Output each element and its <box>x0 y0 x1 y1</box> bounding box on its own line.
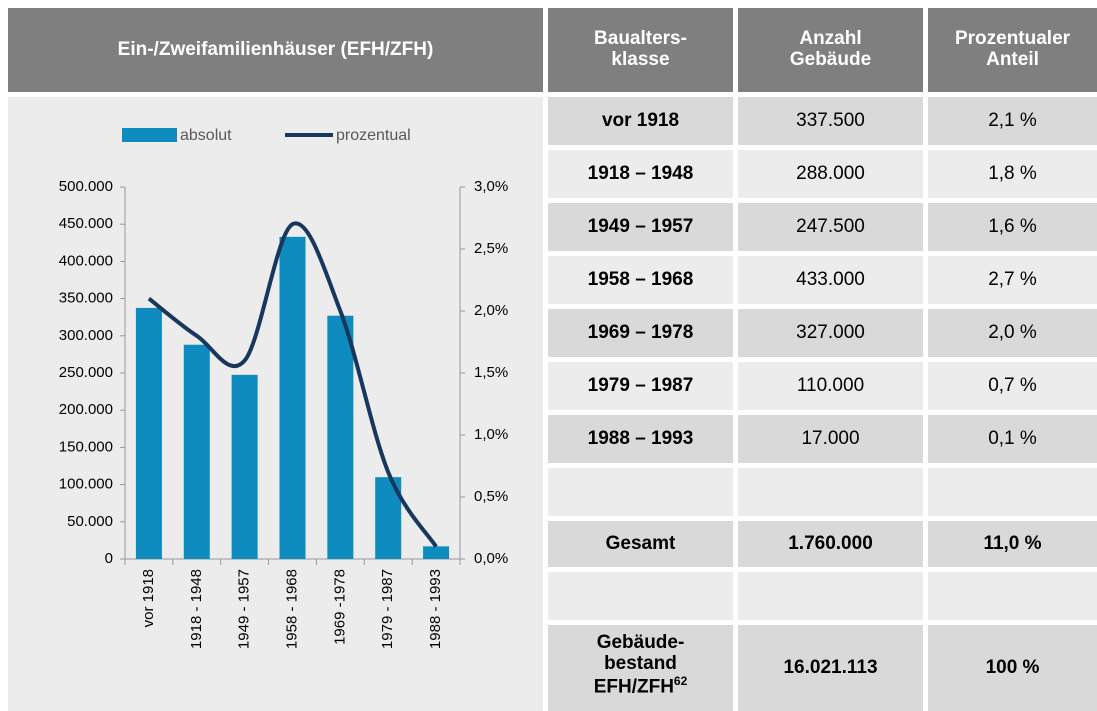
table-cell: 2,1 % <box>928 97 1097 145</box>
table-cell: 1918 – 1948 <box>548 150 733 198</box>
y-tick-label: 50.000 <box>67 513 113 530</box>
bar <box>423 546 450 559</box>
table-cell: 110.000 <box>738 362 923 410</box>
empty-cell <box>928 572 1097 620</box>
table-cell: 0,7 % <box>928 362 1097 410</box>
y-tick-label: 450.000 <box>59 215 113 232</box>
table-cell: 2,7 % <box>928 256 1097 304</box>
x-tick-label: 1918 - 1948 <box>188 569 205 649</box>
y-tick-label: 200.000 <box>59 401 113 418</box>
chart-panel <box>8 97 543 711</box>
bar <box>279 236 306 559</box>
bar <box>327 315 354 559</box>
table-cell: Gesamt <box>548 521 733 567</box>
y2-tick-label: 1,5% <box>474 364 508 381</box>
table-cell: 100 % <box>928 625 1097 711</box>
table-cell: 1988 – 1993 <box>548 415 733 463</box>
empty-cell <box>738 572 923 620</box>
x-tick-label: 1949 - 1957 <box>236 569 253 649</box>
table-cell: 16.021.113 <box>738 625 923 711</box>
y2-tick-label: 0,0% <box>474 550 508 567</box>
bar <box>183 344 210 559</box>
bar <box>135 307 162 559</box>
table-cell: 337.500 <box>738 97 923 145</box>
empty-cell <box>928 468 1097 516</box>
table-cell: 327.000 <box>738 309 923 357</box>
legend-label: absolut <box>180 127 232 144</box>
x-tick-label: 1979 - 1987 <box>379 569 396 649</box>
bar <box>231 374 258 559</box>
table-cell: 247.500 <box>738 203 923 251</box>
table-cell: 433.000 <box>738 256 923 304</box>
y2-tick-label: 0,5% <box>474 488 508 505</box>
table-cell: 1,8 % <box>928 150 1097 198</box>
y-tick-label: 150.000 <box>59 438 113 455</box>
y-tick-label: 300.000 <box>59 327 113 344</box>
empty-cell <box>548 468 733 516</box>
table-cell: 1.760.000 <box>738 521 923 567</box>
table-cell: 1979 – 1987 <box>548 362 733 410</box>
table-cell: 17.000 <box>738 415 923 463</box>
column-header: Prozentualer Anteil <box>928 8 1097 92</box>
table-cell: 2,0 % <box>928 309 1097 357</box>
x-tick-label: 1958 - 1968 <box>283 569 300 649</box>
legend-label: prozentual <box>336 127 411 144</box>
column-header: Baualters- klasse <box>548 8 733 92</box>
table-cell: 11,0 % <box>928 521 1097 567</box>
y-tick-label: 350.000 <box>59 290 113 307</box>
column-header: Anzahl Gebäude <box>738 8 923 92</box>
y-tick-label: 0 <box>105 550 113 567</box>
table-cell: 0,1 % <box>928 415 1097 463</box>
table-cell: 1958 – 1968 <box>548 256 733 304</box>
table-cell: 1,6 % <box>928 203 1097 251</box>
y2-tick-label: 3,0% <box>474 178 508 195</box>
table-cell: vor 1918 <box>548 97 733 145</box>
y2-tick-label: 2,5% <box>474 240 508 257</box>
x-tick-label: 1969 -1978 <box>331 569 348 645</box>
y-tick-label: 250.000 <box>59 364 113 381</box>
y2-tick-label: 2,0% <box>474 302 508 319</box>
table-cell: Gebäude- bestand EFH/ZFH62 <box>548 625 733 711</box>
y-tick-label: 100.000 <box>59 476 113 493</box>
empty-cell <box>548 572 733 620</box>
table-cell: 1969 – 1978 <box>548 309 733 357</box>
table-cell: 1949 – 1957 <box>548 203 733 251</box>
line <box>147 221 438 548</box>
y2-tick-label: 1,0% <box>474 426 508 443</box>
chart-header: Ein-/Zweifamilienhäuser (EFH/ZFH) <box>8 8 543 92</box>
x-tick-label: vor 1918 <box>140 569 157 627</box>
table-cell: 288.000 <box>738 150 923 198</box>
y-tick-label: 500.000 <box>59 178 113 195</box>
x-tick-label: 1988 - 1993 <box>427 569 444 649</box>
footnote: 62 <box>673 673 688 688</box>
empty-cell <box>738 468 923 516</box>
legend-swatch <box>122 128 177 142</box>
y-tick-label: 400.000 <box>59 252 113 269</box>
